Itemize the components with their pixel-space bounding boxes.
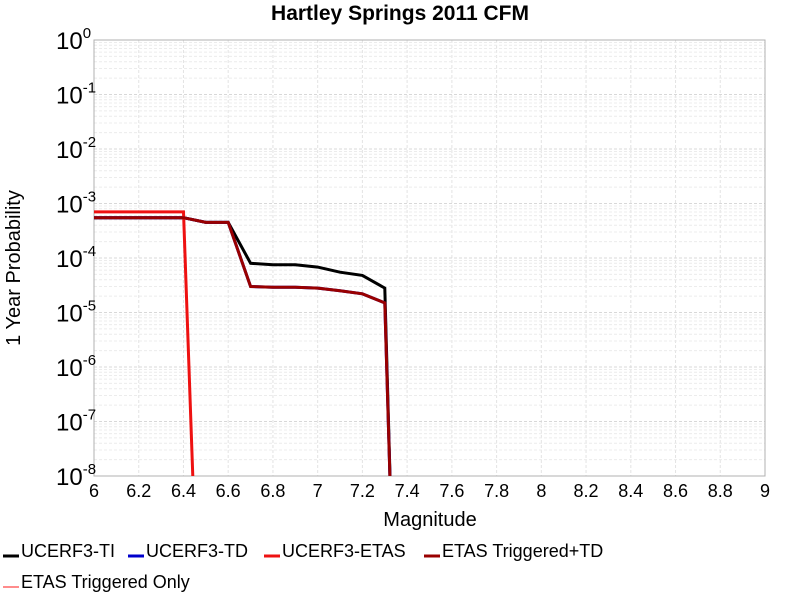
legend: UCERF3-TI UCERF3-TD UCERF3-ETAS ETAS Trigge… bbox=[3, 541, 603, 592]
y-tick-base: 10 bbox=[56, 28, 83, 55]
x-tick-label: 6.2 bbox=[126, 481, 151, 501]
legend-label: ETAS Triggered Only bbox=[21, 572, 190, 592]
x-axis-label: Magnitude bbox=[383, 509, 476, 531]
y-tick-base: 10 bbox=[56, 464, 83, 491]
series-lines bbox=[94, 210, 392, 476]
x-axis-ticks: 6 6.2 6.4 6.6 6.8 7 7.2 7.4 7.6 7.8 8 8.2 8.4 8.6 8.8 9 bbox=[89, 481, 770, 501]
y-tick-label: 10-4 bbox=[56, 243, 96, 273]
legend-label: UCERF3-ETAS bbox=[282, 541, 406, 561]
y-tick-base: 10 bbox=[56, 410, 83, 437]
y-tick-label: 10-7 bbox=[56, 407, 96, 437]
y-tick-base: 10 bbox=[56, 301, 83, 328]
y-tick-base: 10 bbox=[56, 83, 83, 110]
plot-frame bbox=[93, 39, 766, 477]
x-tick-label: 6.4 bbox=[171, 481, 196, 501]
y-tick-base: 10 bbox=[56, 137, 83, 164]
y-tick-label: 10-2 bbox=[56, 134, 96, 164]
y-tick-base: 10 bbox=[56, 246, 83, 273]
x-tick-label: 7 bbox=[313, 481, 323, 501]
series-group bbox=[94, 210, 392, 476]
x-tick-label: 7.4 bbox=[395, 481, 420, 501]
series-line-ucerf3-etas bbox=[94, 210, 195, 476]
chart-title: Hartley Springs 2011 CFM bbox=[271, 2, 529, 25]
y-tick-exponent: -7 bbox=[83, 407, 96, 424]
x-tick-label: 8 bbox=[536, 481, 546, 501]
y-axis-label: 1 Year Probability bbox=[3, 190, 25, 346]
x-tick-label: 7.6 bbox=[439, 481, 464, 501]
x-tick-label: 9 bbox=[760, 481, 770, 501]
y-tick-label: 10-3 bbox=[56, 189, 96, 219]
y-tick-label: 10-1 bbox=[56, 80, 96, 110]
y-tick-base: 10 bbox=[56, 192, 83, 219]
y-tick-label: 100 bbox=[56, 25, 91, 55]
legend-label: ETAS Triggered+TD bbox=[442, 541, 603, 561]
x-tick-label: 8.4 bbox=[618, 481, 643, 501]
y-tick-label: 10-8 bbox=[56, 461, 96, 491]
y-tick-base: 10 bbox=[56, 355, 83, 382]
x-tick-label: 8.8 bbox=[708, 481, 733, 501]
x-tick-label: 7.2 bbox=[350, 481, 375, 501]
x-tick-label: 6.6 bbox=[216, 481, 241, 501]
x-tick-label: 7.8 bbox=[484, 481, 509, 501]
series-line-etas-triggered-td bbox=[94, 216, 392, 476]
y-tick-exponent: -4 bbox=[83, 243, 96, 260]
y-tick-exponent: -5 bbox=[83, 298, 96, 315]
y-tick-exponent: -3 bbox=[83, 189, 96, 206]
grid bbox=[93, 40, 766, 477]
x-tick-label: 6 bbox=[89, 481, 99, 501]
legend-label: UCERF3-TD bbox=[146, 541, 248, 561]
y-tick-label: 10-6 bbox=[56, 352, 96, 382]
y-tick-exponent: -1 bbox=[83, 80, 96, 97]
x-tick-label: 8.6 bbox=[663, 481, 688, 501]
y-tick-label: 10-5 bbox=[56, 298, 96, 328]
y-tick-exponent: -2 bbox=[83, 134, 96, 151]
y-tick-exponent: 0 bbox=[83, 25, 91, 42]
legend-label: UCERF3-TI bbox=[21, 541, 115, 561]
y-tick-exponent: -8 bbox=[83, 461, 96, 478]
y-tick-exponent: -6 bbox=[83, 352, 96, 369]
x-tick-label: 8.2 bbox=[574, 481, 599, 501]
x-tick-label: 6.8 bbox=[260, 481, 285, 501]
